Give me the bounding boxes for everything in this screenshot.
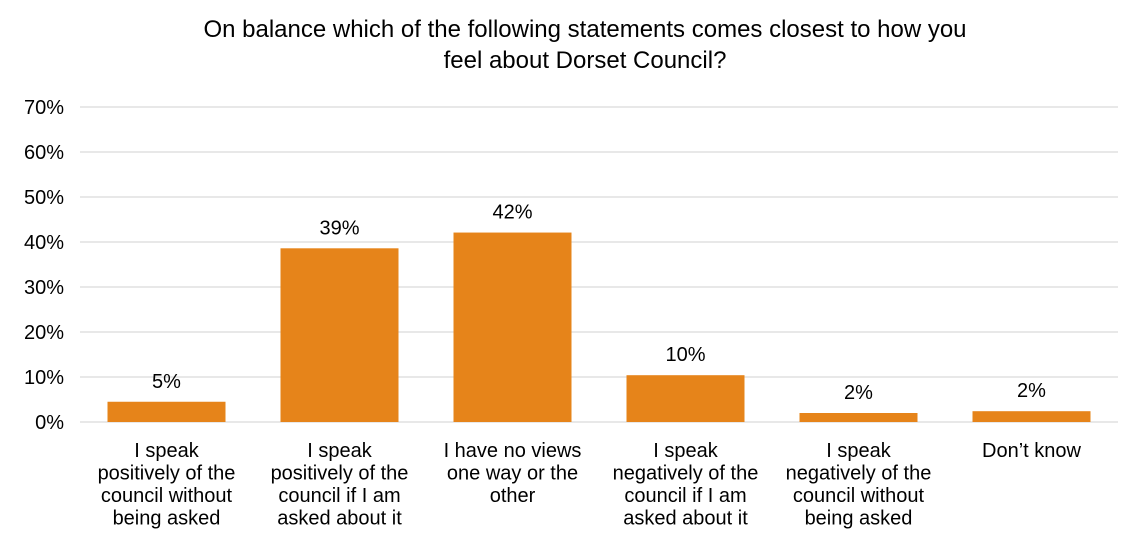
chart-title: On balance which of the following statem…: [0, 14, 1130, 76]
category-label-line: negatively of the: [613, 463, 759, 485]
data-label: 2%: [1017, 380, 1046, 402]
data-label: 2%: [844, 382, 873, 404]
category-label: I speak positively of the council without b…: [98, 440, 236, 530]
data-label: 5%: [152, 371, 181, 393]
y-axis-tick-labels: 0% 10% 20% 30% 40% 50% 60% 70%: [24, 97, 64, 434]
category-label: I speak positively of the council if I am a…: [271, 440, 409, 530]
bar: [107, 401, 226, 422]
category-label-line: council without: [793, 485, 925, 507]
data-label: 39%: [319, 217, 359, 239]
bar: [280, 248, 399, 422]
category-label-line: negatively of the: [786, 463, 932, 485]
category-label-line: I speak: [826, 440, 891, 462]
y-tick-label: 40%: [24, 232, 64, 254]
y-tick-label: 70%: [24, 97, 64, 119]
chart-title-line-1: On balance which of the following statem…: [203, 16, 967, 43]
category-label-line: I have no views: [444, 440, 582, 462]
category-label-line: I speak: [653, 440, 718, 462]
category-label-line: being asked: [805, 508, 913, 530]
bar: [453, 232, 572, 422]
category-label-line: positively of the: [271, 463, 409, 485]
bar: [626, 375, 745, 422]
y-tick-label: 60%: [24, 142, 64, 164]
category-label: I have no views one way or the other: [444, 440, 582, 507]
category-label-line: council if I am: [624, 485, 746, 507]
category-label-line: being asked: [113, 508, 221, 530]
category-label-line: asked about it: [623, 508, 748, 530]
data-labels: 5% 39% 42% 10% 2% 2%: [152, 202, 1046, 404]
y-tick-label: 30%: [24, 277, 64, 299]
y-tick-label: 20%: [24, 322, 64, 344]
category-labels: I speak positively of the council without b…: [98, 440, 1082, 530]
y-tick-label: 50%: [24, 187, 64, 209]
chart-title-line-2: feel about Dorset Council?: [443, 47, 727, 74]
category-label-line: I speak: [134, 440, 199, 462]
category-label-line: asked about it: [277, 508, 402, 530]
category-label-line: positively of the: [98, 463, 236, 485]
category-label-line: I speak: [307, 440, 372, 462]
y-tick-label: 0%: [35, 412, 64, 434]
category-label-line: other: [490, 485, 536, 507]
bar: [972, 411, 1091, 422]
category-label-line: Don’t know: [982, 440, 1081, 462]
category-label: I speak negatively of the council without b…: [786, 440, 932, 530]
category-label-line: council without: [101, 485, 233, 507]
category-label: Don’t know: [982, 440, 1081, 462]
category-label: I speak negatively of the council if I am a…: [613, 440, 759, 530]
bar: [799, 413, 918, 422]
category-label-line: one way or the: [447, 463, 578, 485]
data-label: 10%: [665, 344, 705, 366]
gridlines: [80, 106, 1118, 423]
category-label-line: council if I am: [278, 485, 400, 507]
data-label: 42%: [492, 202, 532, 224]
bars: [107, 232, 1091, 422]
y-tick-label: 10%: [24, 367, 64, 389]
